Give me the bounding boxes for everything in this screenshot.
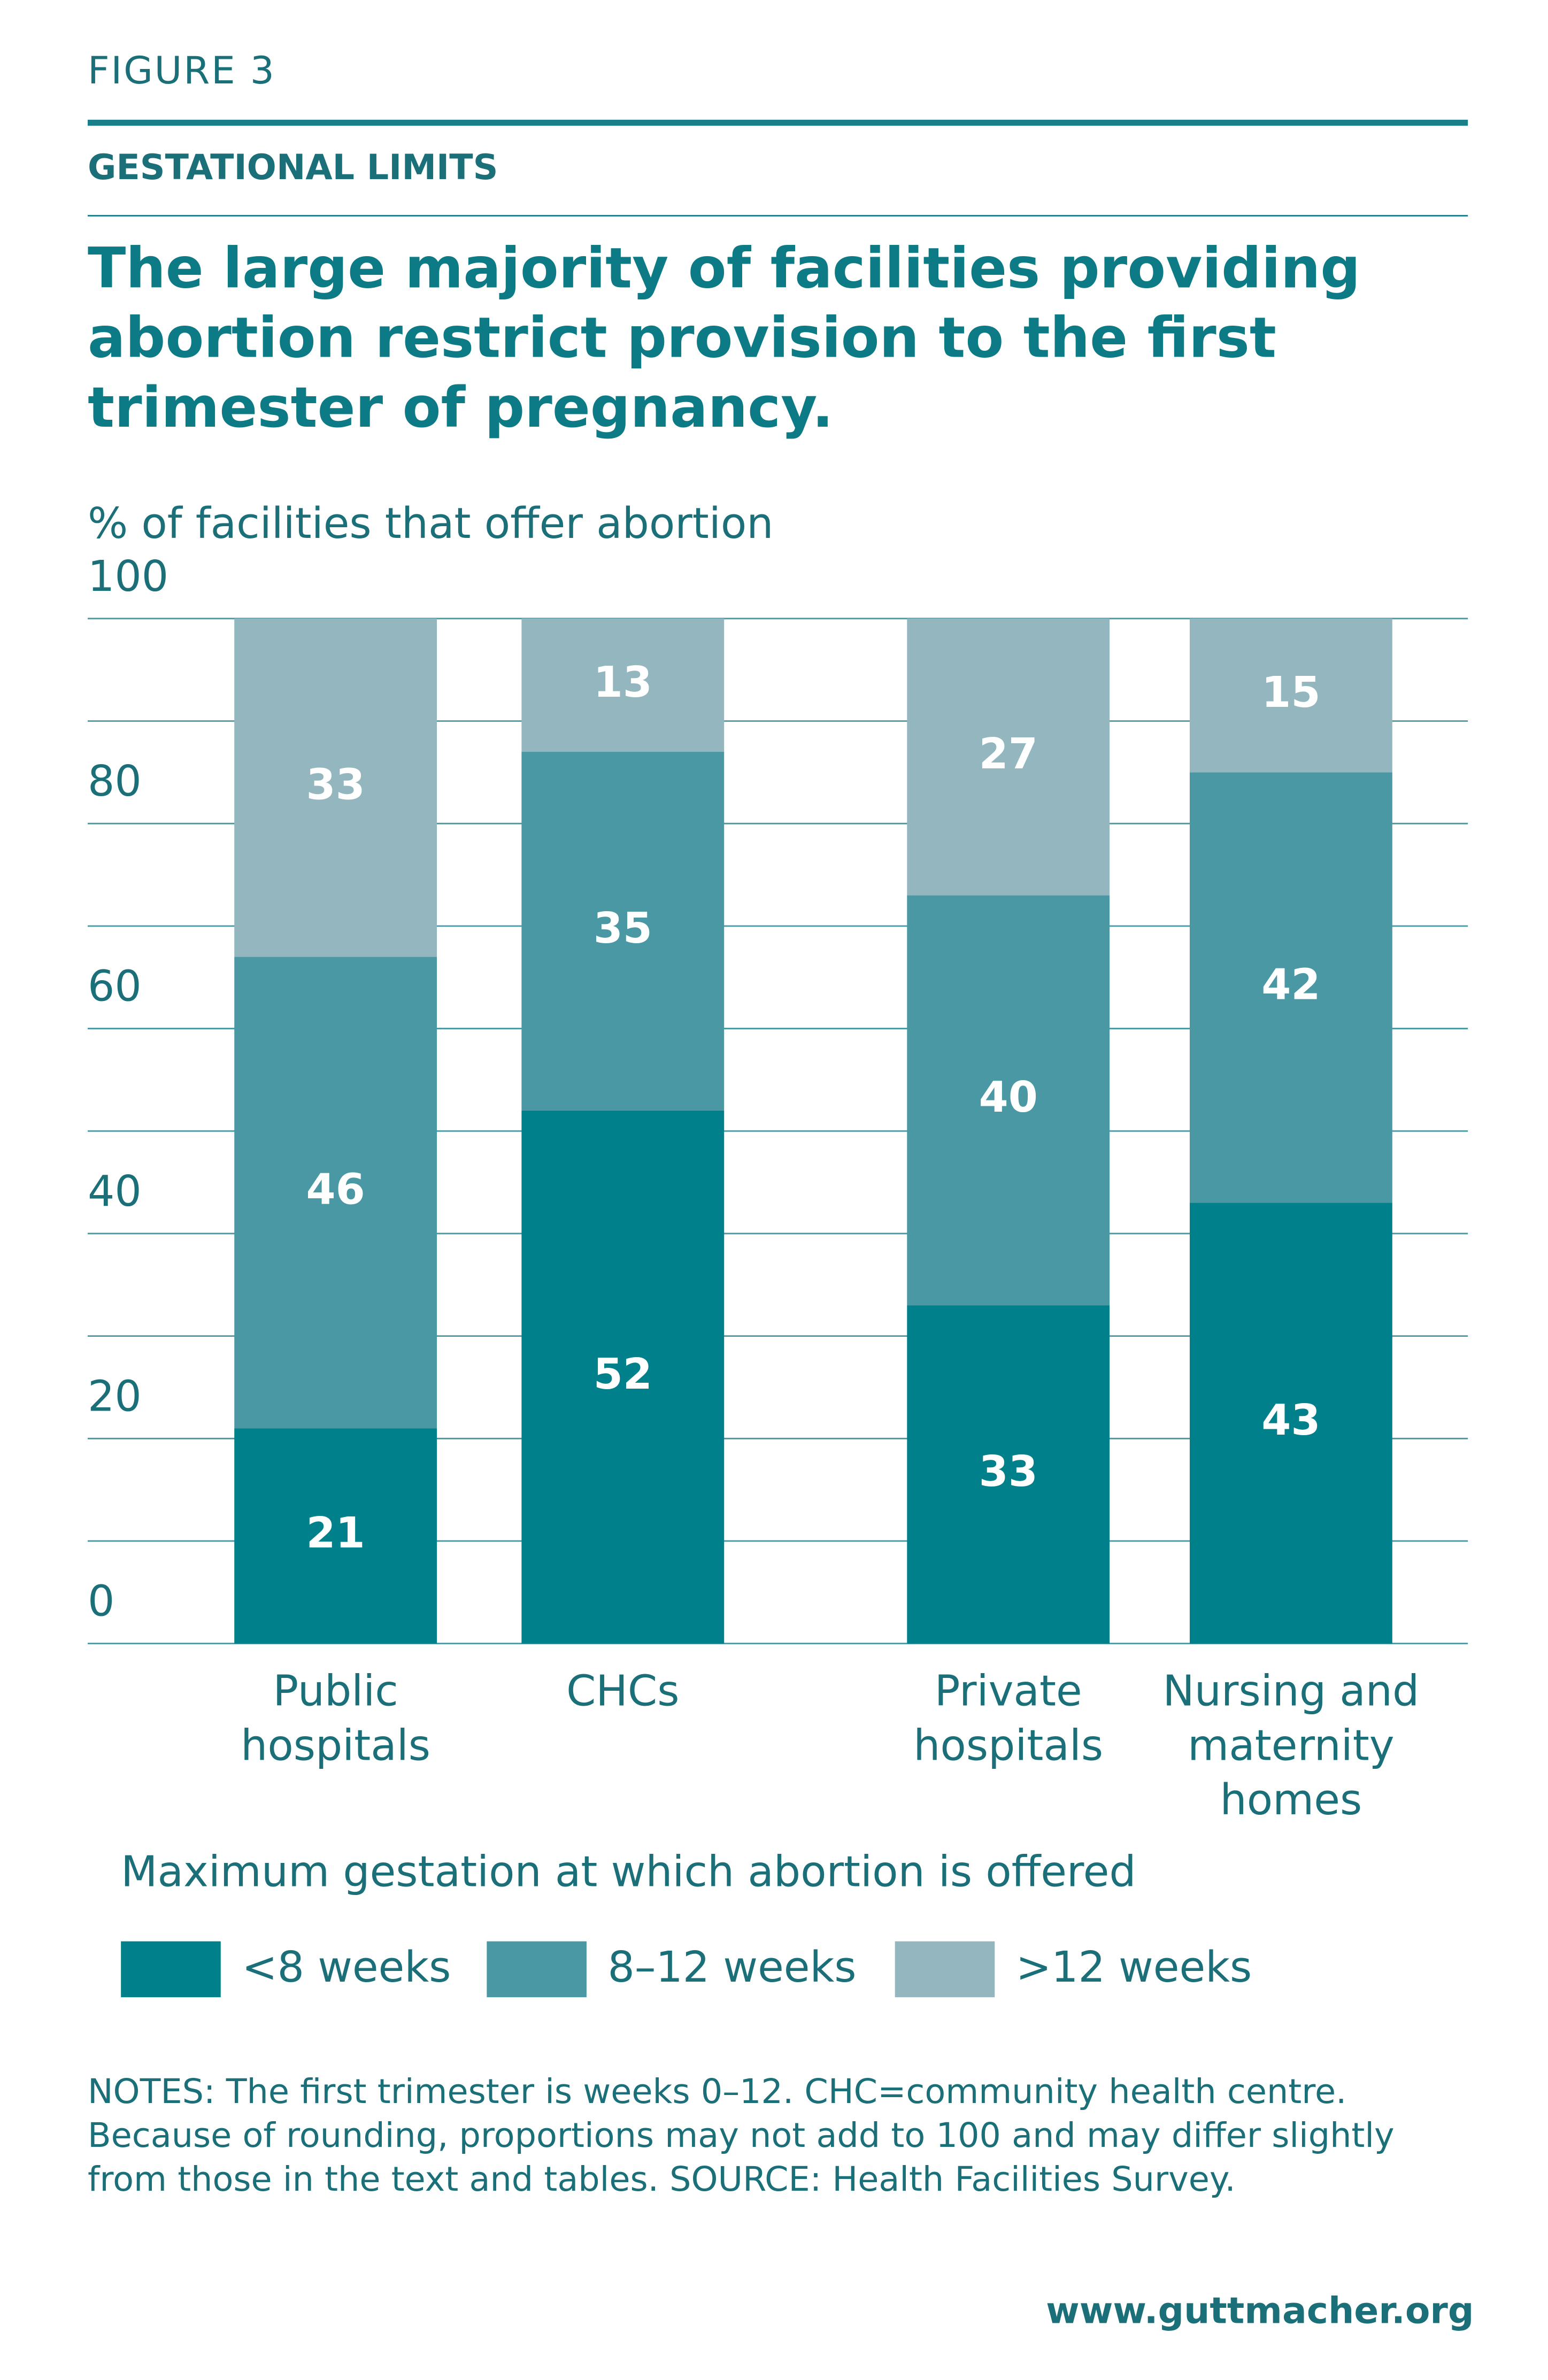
bar-segment bbox=[234, 618, 437, 957]
data-label: 40 bbox=[979, 1073, 1038, 1122]
legend-swatch bbox=[895, 1941, 995, 1998]
y-tick-label: 0 bbox=[88, 1577, 114, 1626]
data-label: 42 bbox=[1261, 960, 1320, 1009]
bar-segment bbox=[1189, 1203, 1392, 1644]
y-tick-label: 20 bbox=[88, 1372, 142, 1421]
y-tick-label: 60 bbox=[88, 962, 142, 1011]
data-label: 33 bbox=[979, 1447, 1038, 1496]
bar-segment bbox=[234, 1428, 437, 1644]
legend-label: 8–12 weeks bbox=[608, 1943, 857, 1992]
bar-segment bbox=[521, 752, 725, 1111]
bar-segment bbox=[1189, 618, 1392, 773]
x-tick-box: Nursing and maternity homes bbox=[1162, 1666, 1420, 1825]
legend-label: <8 weeks bbox=[242, 1943, 451, 1992]
data-label: 35 bbox=[594, 904, 652, 953]
legend-swatch bbox=[121, 1941, 221, 1998]
data-label: 15 bbox=[1261, 668, 1320, 717]
bar-segment bbox=[234, 957, 437, 1429]
bar-segment bbox=[907, 895, 1110, 1306]
y-tick-label: 40 bbox=[88, 1167, 142, 1216]
y-tick-label: 80 bbox=[88, 757, 142, 806]
section: GESTATIONAL LIMITS bbox=[88, 148, 498, 188]
data-label: 43 bbox=[1261, 1396, 1320, 1445]
notes: NOTES: The first trimester is weeks 0–12… bbox=[87, 2073, 1395, 2200]
x-tick-label: Public hospitals bbox=[241, 1666, 431, 1771]
legend-swatch bbox=[487, 1941, 587, 1998]
y-tick-label: 100 bbox=[88, 552, 168, 601]
legend-title: Maximum gestation at which abortion is o… bbox=[121, 1847, 1136, 1897]
bar-segment bbox=[521, 1110, 725, 1644]
y-axis-label: % of facilities that offer abortion bbox=[88, 499, 773, 548]
url: www.guttmacher.org bbox=[1046, 2290, 1474, 2332]
notes-box: NOTES: The first trimester is weeks 0–12… bbox=[87, 2073, 1395, 2200]
chart-title: The large majority of facilities providi… bbox=[87, 236, 1361, 441]
data-label: 52 bbox=[594, 1350, 652, 1399]
bar-segment bbox=[1189, 772, 1392, 1203]
bar-segment bbox=[907, 618, 1110, 896]
rule bbox=[87, 119, 1468, 126]
x-tick-box: CHCs bbox=[566, 1666, 680, 1716]
legend-label: >12 weeks bbox=[1016, 1943, 1252, 1992]
figure-label: FIGURE 3 bbox=[88, 48, 276, 93]
title-box: The large majority of facilities providi… bbox=[87, 236, 1361, 441]
data-label: 46 bbox=[306, 1165, 365, 1214]
x-tick-label: Private hospitals bbox=[913, 1666, 1104, 1771]
x-tick-box: Private hospitals bbox=[913, 1666, 1104, 1771]
bar-segment bbox=[521, 618, 725, 752]
x-tick-label: CHCs bbox=[566, 1666, 680, 1716]
x-tick-box: Public hospitals bbox=[241, 1666, 431, 1771]
bar-segment bbox=[907, 1305, 1110, 1644]
data-label: 33 bbox=[306, 760, 365, 810]
data-label: 13 bbox=[594, 658, 652, 707]
data-label: 27 bbox=[979, 729, 1038, 779]
data-label: 21 bbox=[306, 1508, 365, 1558]
x-tick-label: Nursing and maternity homes bbox=[1162, 1666, 1420, 1825]
rule bbox=[87, 214, 1468, 217]
